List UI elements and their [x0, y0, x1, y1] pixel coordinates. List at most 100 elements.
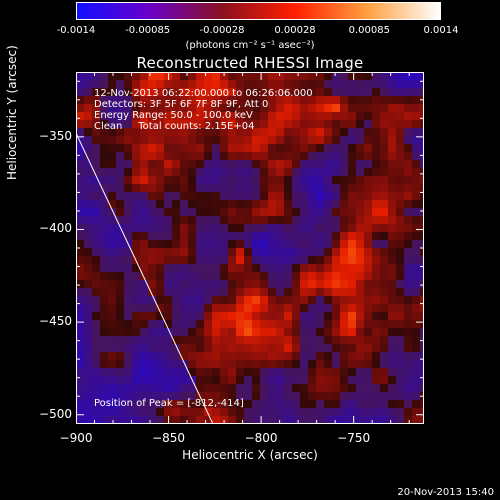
heatmap-cell: [164, 160, 172, 168]
heatmap-cell: [260, 80, 268, 88]
heatmap-cell: [420, 352, 424, 360]
heatmap-cell: [364, 416, 372, 424]
heatmap-cell: [172, 80, 180, 88]
heatmap-cell: [196, 168, 204, 176]
heatmap-cell: [308, 88, 316, 96]
heatmap-cell: [340, 200, 348, 208]
heatmap-cell: [108, 384, 116, 392]
heatmap-cell: [372, 416, 380, 424]
heatmap-cell: [212, 400, 220, 408]
heatmap-cell: [132, 168, 140, 176]
heatmap-cell: [284, 408, 292, 416]
heatmap-cell: [380, 128, 388, 136]
heatmap-cell: [380, 312, 388, 320]
heatmap-cell: [156, 160, 164, 168]
heatmap-cell: [356, 240, 364, 248]
heatmap-cell: [412, 80, 420, 88]
heatmap-cell: [268, 176, 276, 184]
heatmap-cell: [220, 304, 228, 312]
heatmap-cell: [276, 320, 284, 328]
heatmap-cell: [332, 368, 340, 376]
heatmap-cell: [332, 128, 340, 136]
x-tick-label: −750: [337, 431, 371, 445]
heatmap-cell: [356, 152, 364, 160]
heatmap-cell: [244, 176, 252, 184]
heatmap-cell: [324, 72, 332, 80]
heatmap-cell: [100, 368, 108, 376]
heatmap-cell: [188, 96, 196, 104]
heatmap-cell: [124, 80, 132, 88]
heatmap-cell: [316, 344, 324, 352]
heatmap-cell: [220, 160, 228, 168]
heatmap-cell: [92, 416, 100, 424]
heatmap-cell: [212, 368, 220, 376]
heatmap-cell: [276, 136, 284, 144]
heatmap-cell: [220, 256, 228, 264]
heatmap-cell: [132, 360, 140, 368]
heatmap-cell: [228, 344, 236, 352]
heatmap-cell: [124, 336, 132, 344]
heatmap-cell: [140, 336, 148, 344]
heatmap-cell: [188, 416, 196, 424]
heatmap-cell: [356, 120, 364, 128]
heatmap-cell: [308, 256, 316, 264]
heatmap-cell: [172, 168, 180, 176]
heatmap-cell: [244, 216, 252, 224]
heatmap-cell: [172, 128, 180, 136]
heatmap-cell: [252, 280, 260, 288]
heatmap-cell: [100, 280, 108, 288]
heatmap-cell: [132, 112, 140, 120]
heatmap-cell: [108, 368, 116, 376]
heatmap-cell: [108, 400, 116, 408]
heatmap-cell: [236, 216, 244, 224]
heatmap-cell: [292, 184, 300, 192]
heatmap-cell: [76, 104, 84, 112]
heatmap-cell: [388, 168, 396, 176]
heatmap-cell: [236, 264, 244, 272]
heatmap-cell: [108, 128, 116, 136]
heatmap-cell: [268, 296, 276, 304]
heatmap-cell: [92, 96, 100, 104]
heatmap-cell: [212, 224, 220, 232]
heatmap-cell: [308, 328, 316, 336]
heatmap-cell: [276, 264, 284, 272]
heatmap-cell: [204, 168, 212, 176]
heatmap-cell: [364, 360, 372, 368]
heatmap-cell: [396, 304, 404, 312]
heatmap-cell: [244, 96, 252, 104]
heatmap-cell: [412, 144, 420, 152]
heatmap-cell: [84, 152, 92, 160]
heatmap-cell: [380, 256, 388, 264]
heatmap-cell: [380, 304, 388, 312]
heatmap-cell: [116, 240, 124, 248]
heatmap-cell: [252, 264, 260, 272]
heatmap-cell: [276, 240, 284, 248]
heatmap-cell: [412, 216, 420, 224]
heatmap-cell: [348, 376, 356, 384]
heatmap-cell: [268, 392, 276, 400]
heatmap-cell: [340, 72, 348, 80]
heatmap-cell: [276, 96, 284, 104]
heatmap-cell: [228, 376, 236, 384]
heatmap-cell: [140, 256, 148, 264]
heatmap-cell: [204, 184, 212, 192]
heatmap-cell: [388, 408, 396, 416]
heatmap-cell: [372, 152, 380, 160]
heatmap-cell: [108, 80, 116, 88]
heatmap-cell: [308, 320, 316, 328]
heatmap-cell: [204, 88, 212, 96]
heatmap-cell: [308, 240, 316, 248]
heatmap-cell: [84, 160, 92, 168]
heatmap-cell: [356, 224, 364, 232]
heatmap-cell: [396, 200, 404, 208]
heatmap-cell: [372, 88, 380, 96]
heatmap-cell: [356, 72, 364, 80]
heatmap-cell: [252, 88, 260, 96]
heatmap-cell: [92, 384, 100, 392]
heatmap-cell: [244, 248, 252, 256]
heatmap-cell: [380, 208, 388, 216]
heatmap-cell: [116, 416, 124, 424]
heatmap-cell: [372, 112, 380, 120]
heatmap-cell: [204, 320, 212, 328]
heatmap-cell: [300, 152, 308, 160]
